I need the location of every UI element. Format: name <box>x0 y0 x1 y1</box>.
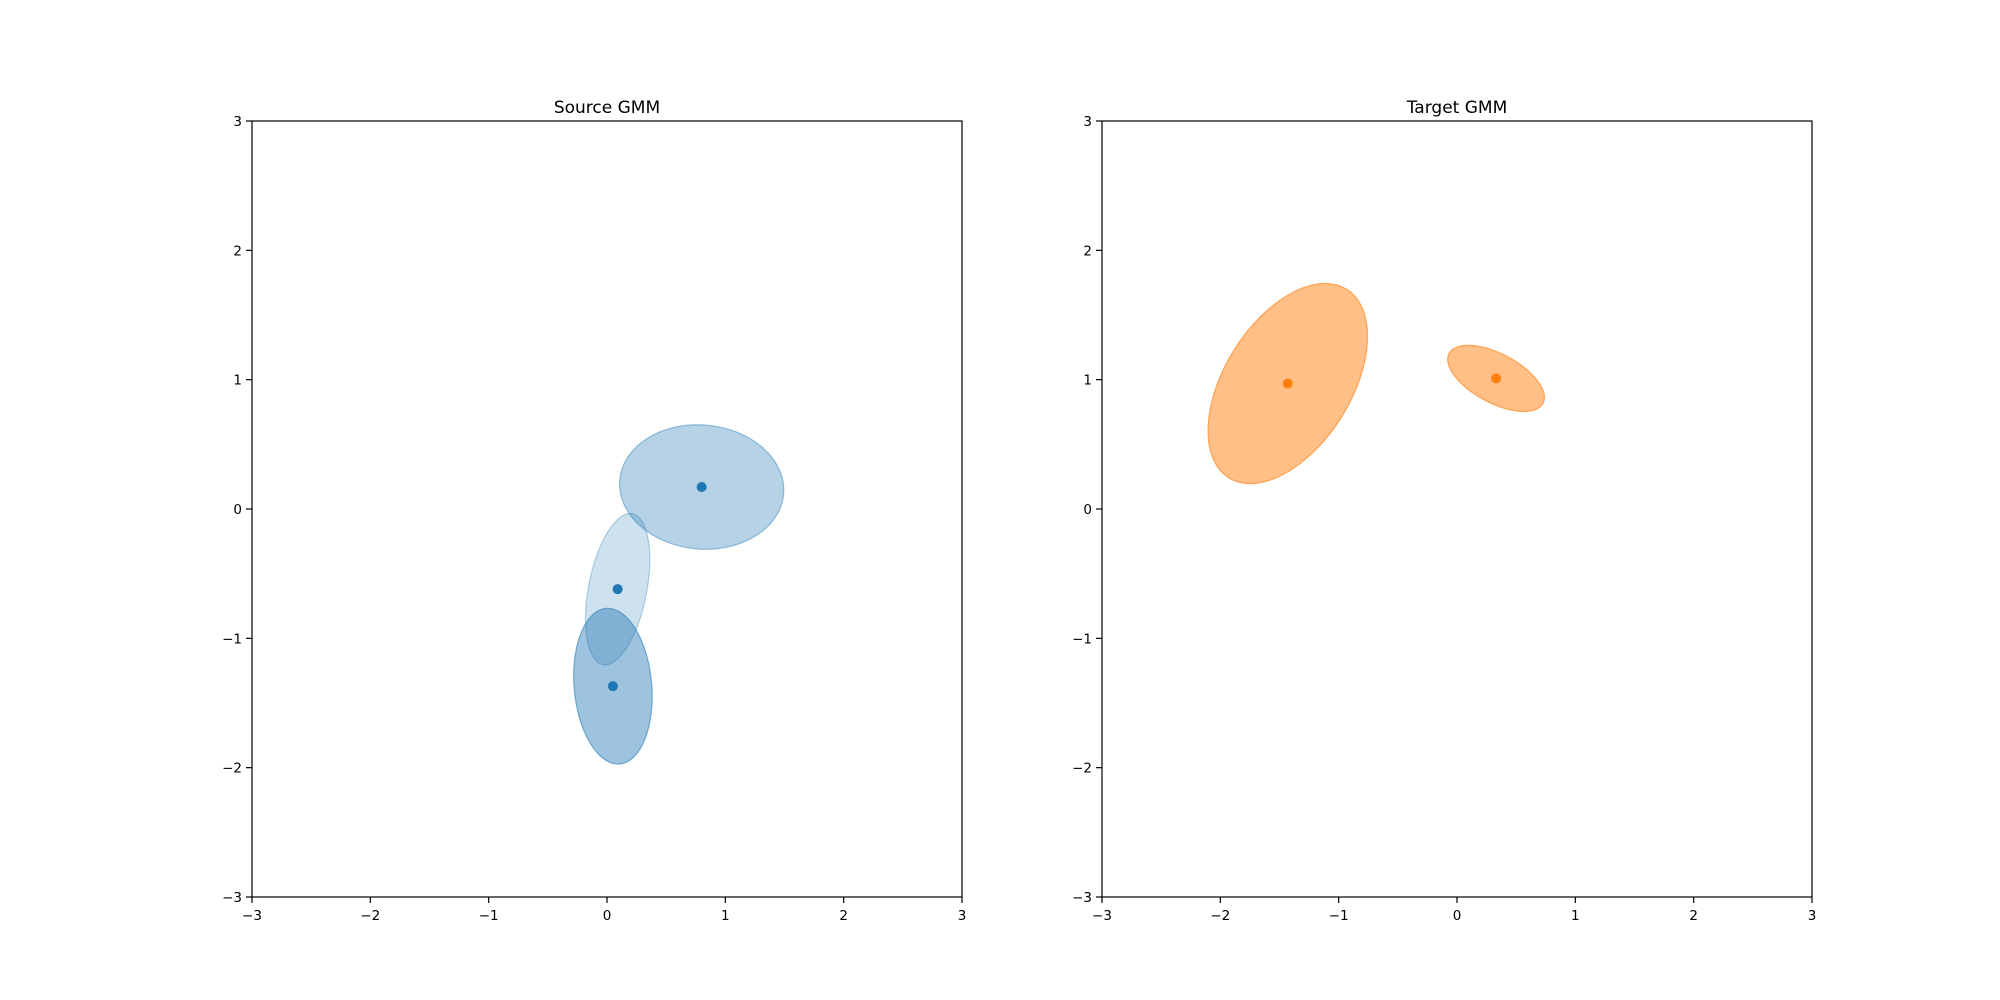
y-tick-label: 0 <box>233 502 242 518</box>
x-tick-label: −3 <box>242 908 262 924</box>
y-tick-label: −3 <box>222 890 242 906</box>
x-tick-label: −2 <box>1210 908 1230 924</box>
y-tick-label: −2 <box>222 761 242 777</box>
x-tick-label: 1 <box>1571 908 1580 924</box>
mean-point-component-2 <box>612 584 623 595</box>
axes-frame <box>251 120 963 898</box>
y-tick-label: 3 <box>233 114 242 130</box>
plot-area <box>1207 282 1546 485</box>
plot-area <box>573 424 785 765</box>
x-tick-label: −1 <box>1329 908 1349 924</box>
x-tick-label: 2 <box>839 908 848 924</box>
mean-point-component-3 <box>607 681 618 692</box>
x-tick-label: 0 <box>603 908 612 924</box>
x-tick-label: 3 <box>958 908 967 924</box>
y-tick-label: 1 <box>1083 373 1092 389</box>
axes-frame <box>1101 120 1813 898</box>
x-tick-label: 0 <box>1453 908 1462 924</box>
x-tick-label: −3 <box>1092 908 1112 924</box>
y-tick-label: −1 <box>222 631 242 647</box>
mean-point-component-1 <box>1282 378 1293 389</box>
y-tick-label: 2 <box>1083 243 1092 259</box>
panel-target: −3 −2 −1 0 1 2 3 −3 −2 −1 0 1 2 3 Target GMM <box>1072 98 1816 924</box>
mean-point-component-2 <box>1491 373 1502 384</box>
x-tick-label: −1 <box>479 908 499 924</box>
panel-source: −3 −2 −1 0 1 2 3 −3 −2 −1 0 1 2 3 Source GMM <box>222 98 966 924</box>
y-tick-label: −2 <box>1072 761 1092 777</box>
chart-title: Source GMM <box>554 98 660 118</box>
x-tick-label: 2 <box>1689 908 1698 924</box>
x-tick-label: 1 <box>721 908 730 924</box>
x-tick-label: −2 <box>360 908 380 924</box>
y-tick-label: −3 <box>1072 890 1092 906</box>
y-tick-label: −1 <box>1072 631 1092 647</box>
y-tick-label: 3 <box>1083 114 1092 130</box>
x-tick-label: 3 <box>1808 908 1817 924</box>
mean-point-component-1 <box>696 482 707 493</box>
y-tick-label: 1 <box>233 373 242 389</box>
chart-title: Target GMM <box>1406 98 1508 118</box>
y-tick-label: 2 <box>233 243 242 259</box>
y-tick-label: 0 <box>1083 502 1092 518</box>
